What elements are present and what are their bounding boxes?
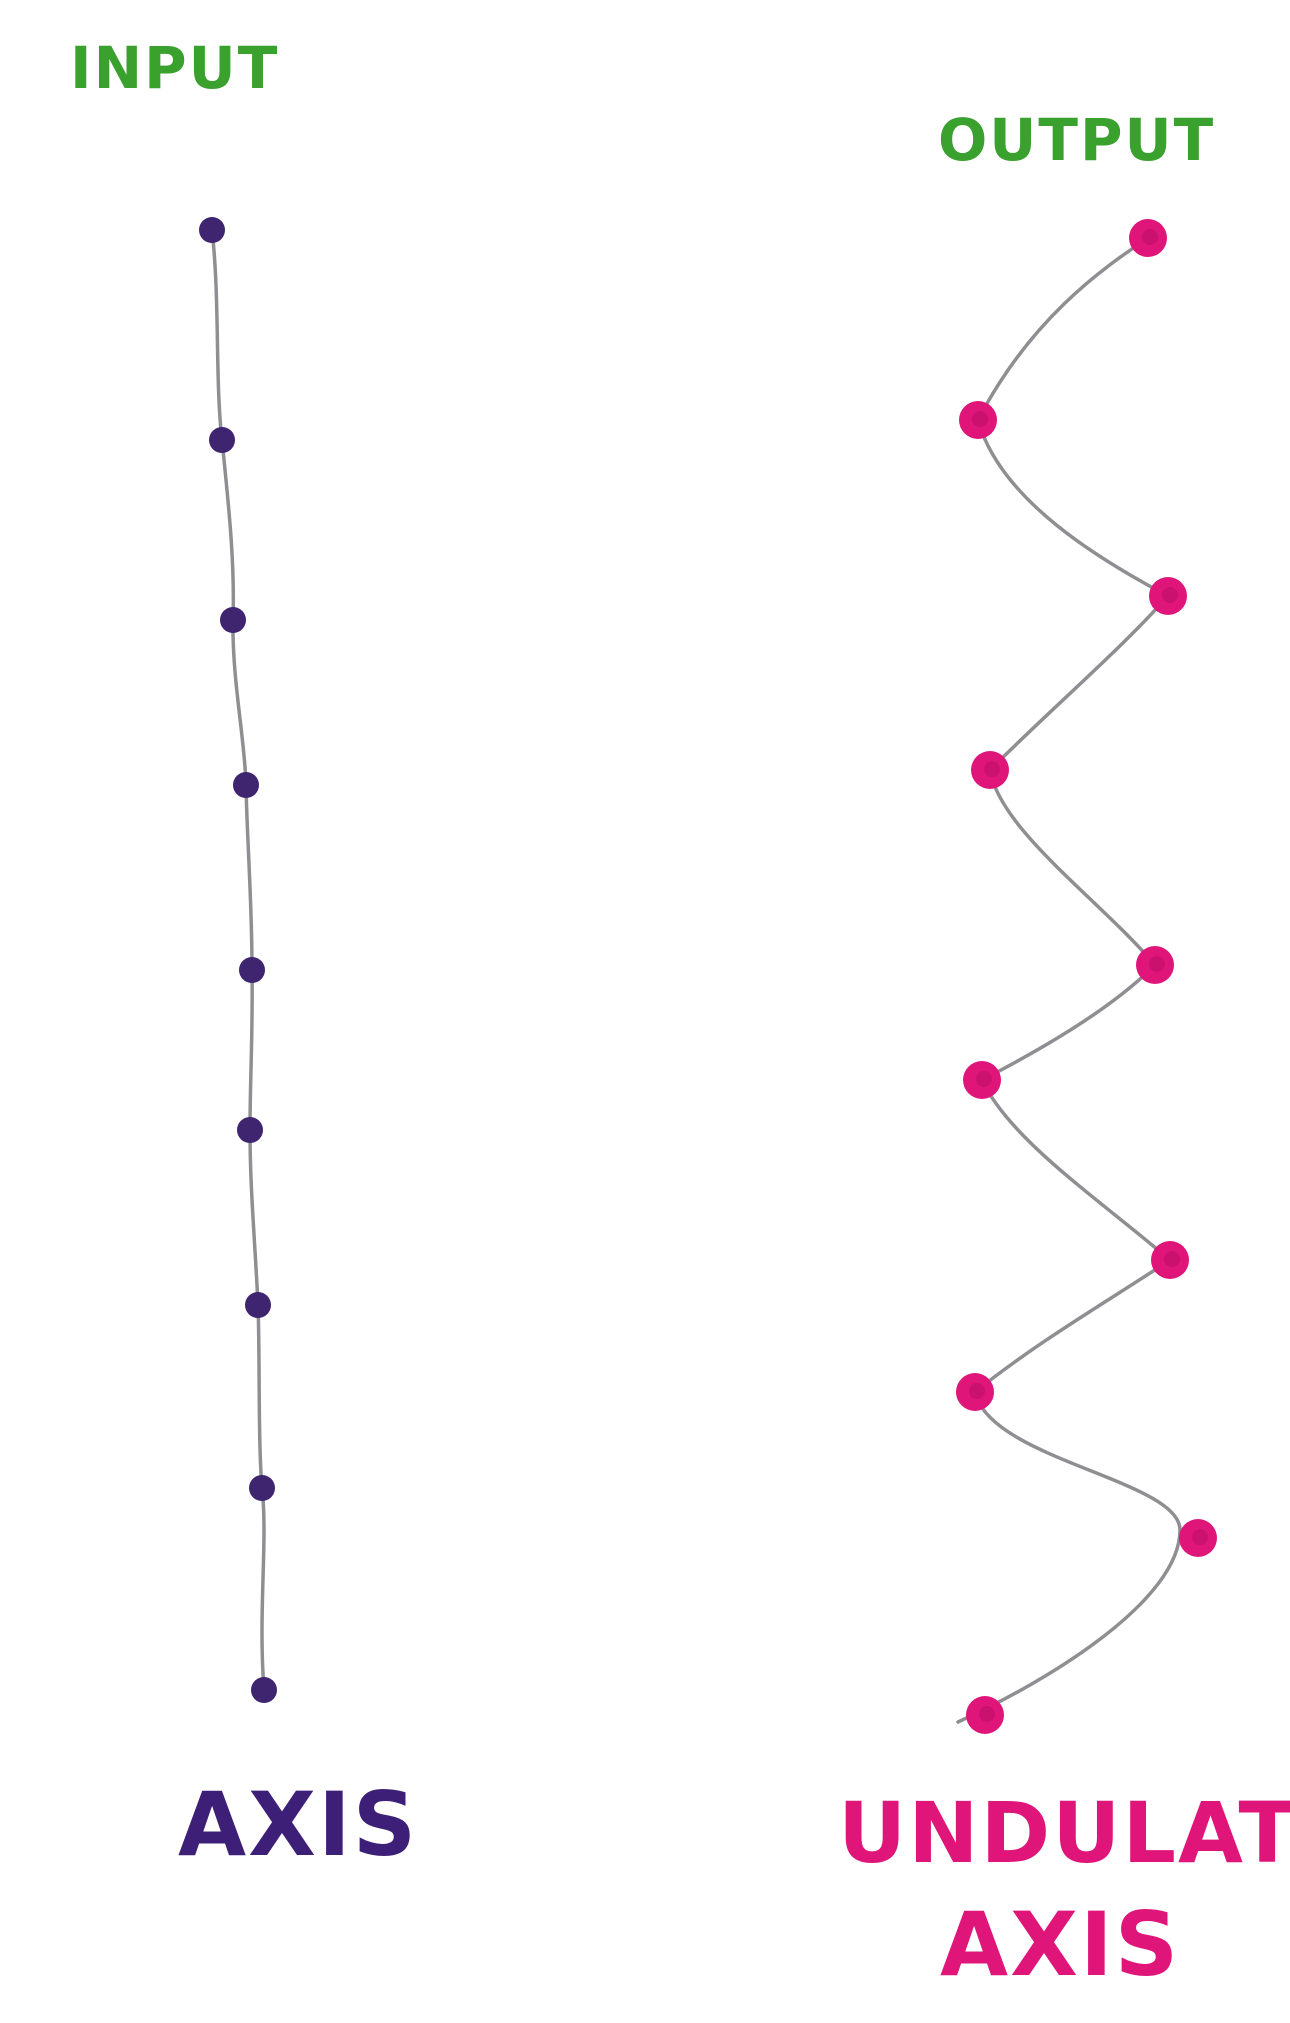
output-axis-point-core <box>1142 229 1158 245</box>
input-axis-point <box>237 1117 263 1143</box>
output-label: OUTPUT <box>938 106 1215 174</box>
input-axis-point <box>199 217 225 243</box>
input-axis-point <box>249 1475 275 1501</box>
output-axis-point-core <box>1149 956 1165 972</box>
output-axis-point-core <box>1162 587 1178 603</box>
input-axis-point <box>233 772 259 798</box>
output-axis-point-core <box>1192 1529 1208 1545</box>
output-axis-point-core <box>969 1383 985 1399</box>
input-axis-point <box>220 607 246 633</box>
axis-label: AXIS <box>178 1773 418 1876</box>
input-axis-point <box>209 427 235 453</box>
input-axis-point <box>245 1292 271 1318</box>
output-axis-point-core <box>1164 1251 1180 1267</box>
output-axis-point-core <box>979 1706 995 1722</box>
undulated-label-line2: AXIS <box>940 1893 1180 1996</box>
output-axis <box>956 219 1217 1734</box>
output-axis-point-core <box>972 411 988 427</box>
input-axis-point <box>239 957 265 983</box>
output-axis-point-core <box>984 761 1000 777</box>
input-axis <box>199 217 277 1703</box>
output-axis-point-core <box>976 1071 992 1087</box>
input-label: INPUT <box>70 34 279 102</box>
input-axis-point <box>251 1677 277 1703</box>
undulated-label-line1: UNDULATED <box>838 1784 1290 1882</box>
output-axis-line <box>956 236 1182 1724</box>
